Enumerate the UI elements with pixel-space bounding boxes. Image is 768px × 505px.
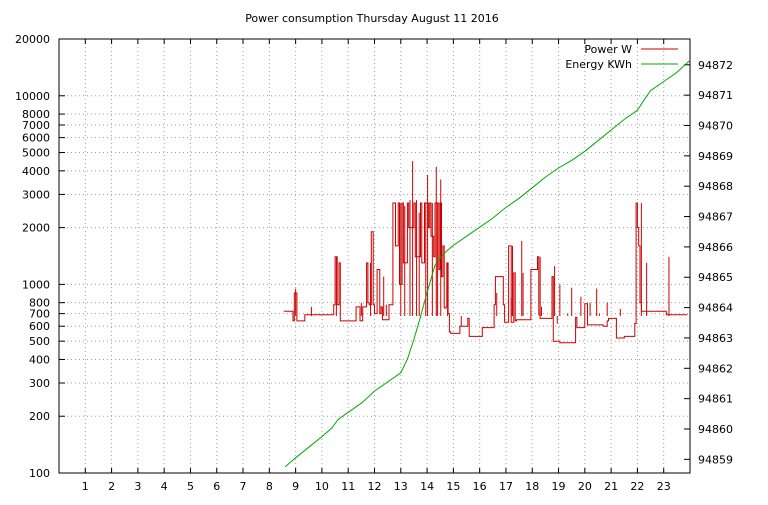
- legend-label: Power W: [584, 43, 632, 56]
- x-tick-label: 17: [499, 480, 513, 493]
- chart-title: Power consumption Thursday August 11 201…: [245, 12, 499, 25]
- y-left-tick-label: 6000: [22, 132, 50, 145]
- y-left-tick-label: 1000: [22, 278, 50, 291]
- y-right-tick-label: 94862: [698, 362, 733, 375]
- y-left-tick-label: 10000: [15, 90, 50, 103]
- y-right-tick-label: 94866: [698, 241, 733, 254]
- x-tick-label: 18: [525, 480, 539, 493]
- y-right-tick-label: 94865: [698, 271, 733, 284]
- x-tick-label: 6: [213, 480, 220, 493]
- y-left-tick-label: 20000: [15, 33, 50, 46]
- y-left-tick-label: 8000: [22, 108, 50, 121]
- y-left-tick-label: 600: [29, 320, 50, 333]
- y-right-tick-label: 94868: [698, 180, 733, 193]
- x-tick-label: 2: [108, 480, 115, 493]
- x-tick-label: 21: [604, 480, 618, 493]
- y-right-tick-label: 94863: [698, 332, 733, 345]
- y-right-tick-label: 94859: [698, 453, 733, 466]
- x-tick-label: 12: [368, 480, 382, 493]
- legend-label: Energy KWh: [565, 58, 632, 71]
- x-tick-label: 11: [341, 480, 355, 493]
- x-tick-label: 8: [266, 480, 273, 493]
- x-tick-label: 4: [161, 480, 168, 493]
- y-left-tick-label: 400: [29, 353, 50, 366]
- y-left-tick-label: 200: [29, 410, 50, 423]
- y-left-tick-label: 100: [29, 467, 50, 480]
- x-tick-label: 15: [446, 480, 460, 493]
- x-tick-label: 14: [420, 480, 434, 493]
- y-right-tick-label: 94860: [698, 423, 733, 436]
- x-tick-label: 23: [657, 480, 671, 493]
- y-right-tick-label: 94867: [698, 211, 733, 224]
- y-right-tick-label: 94869: [698, 150, 733, 163]
- y-left-tick-label: 500: [29, 335, 50, 348]
- y-right-tick-label: 94871: [698, 89, 733, 102]
- y-left-tick-label: 5000: [22, 147, 50, 160]
- y-right-tick-label: 94870: [698, 119, 733, 132]
- y-left-tick-label: 800: [29, 297, 50, 310]
- x-tick-label: 3: [134, 480, 141, 493]
- y-right-tick-label: 94872: [698, 59, 733, 72]
- series-layer: [283, 59, 691, 468]
- y-left-tick-label: 3000: [22, 188, 50, 201]
- power-line: [283, 202, 688, 344]
- axes: 1 2 3 4 5 6 7 8 9 10 11 12 13 14 15 16 17 18 19 20 21 22 23100…: [15, 33, 733, 493]
- x-tick-label: 7: [240, 480, 247, 493]
- x-tick-label: 13: [394, 480, 408, 493]
- x-tick-label: 16: [473, 480, 487, 493]
- x-tick-label: 9: [292, 480, 299, 493]
- y-left-tick-label: 300: [29, 377, 50, 390]
- y-left-tick-label: 7000: [22, 119, 50, 132]
- plot-frame: [58, 38, 691, 474]
- x-tick-label: 22: [630, 480, 644, 493]
- y-left-tick-label: 2000: [22, 222, 50, 235]
- energy-line: [284, 59, 691, 468]
- y-right-tick-label: 94861: [698, 393, 733, 406]
- x-tick-label: 19: [552, 480, 566, 493]
- legend: Power W Energy KWh: [565, 43, 678, 71]
- x-tick-label: 10: [315, 480, 329, 493]
- y-right-tick-label: 94864: [698, 302, 733, 315]
- x-tick-label: 1: [82, 480, 89, 493]
- grid-lines: [59, 38, 690, 474]
- x-tick-label: 20: [578, 480, 592, 493]
- y-left-tick-label: 700: [29, 308, 50, 321]
- x-tick-label: 5: [187, 480, 194, 493]
- y-left-tick-label: 4000: [22, 165, 50, 178]
